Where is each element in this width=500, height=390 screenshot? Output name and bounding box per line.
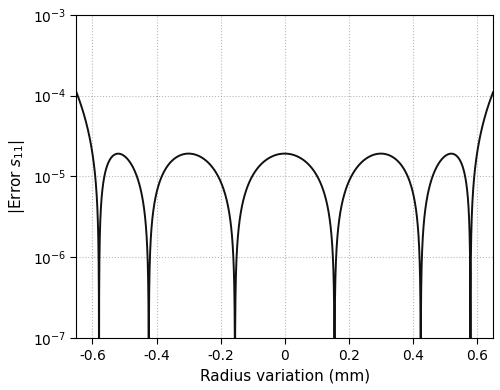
Y-axis label: |Error $s_{11}$|: |Error $s_{11}$| bbox=[7, 139, 27, 214]
X-axis label: Radius variation (mm): Radius variation (mm) bbox=[200, 368, 370, 383]
